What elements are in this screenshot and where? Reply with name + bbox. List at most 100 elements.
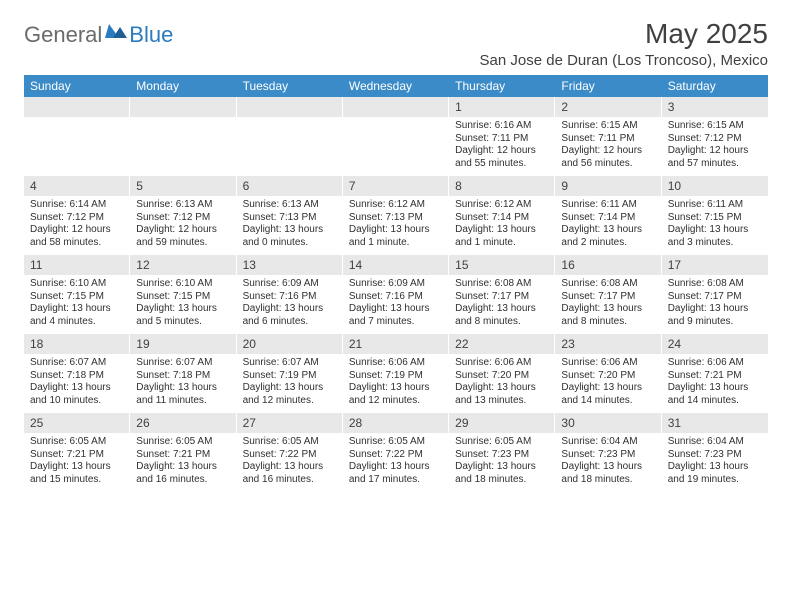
day-detail-line: Sunrise: 6:04 AM (668, 436, 762, 449)
day-number: 18 (24, 334, 130, 354)
day-detail-line: Daylight: 12 hours (455, 145, 549, 158)
day-cell: Sunrise: 6:15 AMSunset: 7:11 PMDaylight:… (555, 117, 661, 176)
day-detail-line: Daylight: 12 hours (30, 224, 124, 237)
day-detail-line: Sunset: 7:21 PM (136, 449, 230, 462)
day-detail-line: Sunset: 7:12 PM (136, 212, 230, 225)
day-detail-line: Daylight: 13 hours (30, 303, 124, 316)
day-cell: Sunrise: 6:07 AMSunset: 7:19 PMDaylight:… (237, 354, 343, 413)
day-detail-line: and 56 minutes. (561, 158, 655, 171)
daynum-row: 123 (24, 97, 768, 117)
daynum-row: 18192021222324 (24, 334, 768, 354)
day-detail-line: and 55 minutes. (455, 158, 549, 171)
weeks-container: 123Sunrise: 6:16 AMSunset: 7:11 PMDaylig… (24, 97, 768, 492)
day-number: 13 (237, 255, 343, 275)
week-body-row: Sunrise: 6:10 AMSunset: 7:15 PMDaylight:… (24, 275, 768, 334)
location-subtitle: San Jose de Duran (Los Troncoso), Mexico (480, 52, 768, 69)
day-detail-line: Daylight: 13 hours (349, 382, 443, 395)
day-cell: Sunrise: 6:10 AMSunset: 7:15 PMDaylight:… (130, 275, 236, 334)
day-cell: Sunrise: 6:06 AMSunset: 7:19 PMDaylight:… (343, 354, 449, 413)
day-cell: Sunrise: 6:08 AMSunset: 7:17 PMDaylight:… (555, 275, 661, 334)
day-header: Friday (555, 75, 661, 97)
day-detail-line: Daylight: 13 hours (349, 224, 443, 237)
day-detail-line: Sunset: 7:23 PM (668, 449, 762, 462)
day-detail-line: and 1 minute. (455, 237, 549, 250)
day-header: Saturday (662, 75, 768, 97)
day-number: 2 (555, 97, 661, 117)
day-detail-line: Daylight: 13 hours (455, 303, 549, 316)
day-number: 21 (343, 334, 449, 354)
week-body-row: Sunrise: 6:14 AMSunset: 7:12 PMDaylight:… (24, 196, 768, 255)
day-detail-line: Sunset: 7:19 PM (243, 370, 337, 383)
day-detail-line: and 5 minutes. (136, 316, 230, 329)
day-detail-line: Sunset: 7:23 PM (455, 449, 549, 462)
day-cell: Sunrise: 6:08 AMSunset: 7:17 PMDaylight:… (662, 275, 768, 334)
day-detail-line: and 16 minutes. (136, 474, 230, 487)
day-detail-line: and 14 minutes. (561, 395, 655, 408)
day-number: 1 (449, 97, 555, 117)
day-detail-line: Sunset: 7:15 PM (30, 291, 124, 304)
day-number: 23 (555, 334, 661, 354)
day-detail-line: and 3 minutes. (668, 237, 762, 250)
day-detail-line: Daylight: 13 hours (136, 461, 230, 474)
day-detail-line: Daylight: 13 hours (455, 461, 549, 474)
day-number: 11 (24, 255, 130, 275)
day-detail-line: Daylight: 13 hours (243, 224, 337, 237)
day-detail-line: Sunrise: 6:05 AM (455, 436, 549, 449)
month-title: May 2025 (480, 18, 768, 50)
day-detail-line: Sunset: 7:20 PM (561, 370, 655, 383)
day-detail-line: and 57 minutes. (668, 158, 762, 171)
day-detail-line: Sunset: 7:21 PM (668, 370, 762, 383)
day-detail-line: Sunset: 7:15 PM (136, 291, 230, 304)
day-header: Monday (130, 75, 236, 97)
day-header-row: Sunday Monday Tuesday Wednesday Thursday… (24, 75, 768, 97)
day-detail-line: Sunset: 7:23 PM (561, 449, 655, 462)
daynum-row: 45678910 (24, 176, 768, 196)
day-header: Sunday (24, 75, 130, 97)
day-detail-line: Daylight: 13 hours (30, 461, 124, 474)
day-detail-line: Daylight: 12 hours (136, 224, 230, 237)
day-number: 19 (130, 334, 236, 354)
day-number: 15 (449, 255, 555, 275)
day-cell: Sunrise: 6:10 AMSunset: 7:15 PMDaylight:… (24, 275, 130, 334)
day-detail-line: Sunrise: 6:06 AM (668, 357, 762, 370)
day-detail-line: Sunrise: 6:08 AM (455, 278, 549, 291)
day-detail-line: Sunrise: 6:08 AM (561, 278, 655, 291)
day-detail-line: and 8 minutes. (561, 316, 655, 329)
day-detail-line: Sunrise: 6:15 AM (668, 120, 762, 133)
day-cell: Sunrise: 6:05 AMSunset: 7:21 PMDaylight:… (130, 433, 236, 492)
title-block: May 2025 San Jose de Duran (Los Troncoso… (480, 18, 768, 69)
day-detail-line: Sunrise: 6:07 AM (136, 357, 230, 370)
day-detail-line: Daylight: 13 hours (243, 461, 337, 474)
day-detail-line: and 9 minutes. (668, 316, 762, 329)
day-detail-line: Sunset: 7:19 PM (349, 370, 443, 383)
brand-blue: Blue (129, 22, 173, 48)
day-detail-line: Sunset: 7:11 PM (561, 133, 655, 146)
day-cell (24, 117, 130, 176)
day-number: 28 (343, 413, 449, 433)
day-cell (343, 117, 449, 176)
day-detail-line: Sunrise: 6:16 AM (455, 120, 549, 133)
day-number: 3 (662, 97, 768, 117)
day-header: Wednesday (343, 75, 449, 97)
day-detail-line: Sunset: 7:18 PM (136, 370, 230, 383)
day-detail-line: Sunrise: 6:13 AM (243, 199, 337, 212)
day-detail-line: and 2 minutes. (561, 237, 655, 250)
day-detail-line: Sunset: 7:13 PM (349, 212, 443, 225)
day-cell: Sunrise: 6:07 AMSunset: 7:18 PMDaylight:… (130, 354, 236, 413)
day-detail-line: Sunset: 7:21 PM (30, 449, 124, 462)
day-number: 8 (449, 176, 555, 196)
day-detail-line: Daylight: 13 hours (455, 224, 549, 237)
week-body-row: Sunrise: 6:07 AMSunset: 7:18 PMDaylight:… (24, 354, 768, 413)
day-detail-line: Sunset: 7:17 PM (668, 291, 762, 304)
day-detail-line: Daylight: 13 hours (668, 461, 762, 474)
day-detail-line: Daylight: 13 hours (30, 382, 124, 395)
day-detail-line: Daylight: 13 hours (136, 303, 230, 316)
day-detail-line: Sunrise: 6:12 AM (455, 199, 549, 212)
day-detail-line: and 18 minutes. (561, 474, 655, 487)
day-number: 24 (662, 334, 768, 354)
day-number: 10 (662, 176, 768, 196)
day-number: 26 (130, 413, 236, 433)
day-cell: Sunrise: 6:12 AMSunset: 7:14 PMDaylight:… (449, 196, 555, 255)
day-detail-line: and 14 minutes. (668, 395, 762, 408)
day-detail-line: Sunrise: 6:07 AM (243, 357, 337, 370)
